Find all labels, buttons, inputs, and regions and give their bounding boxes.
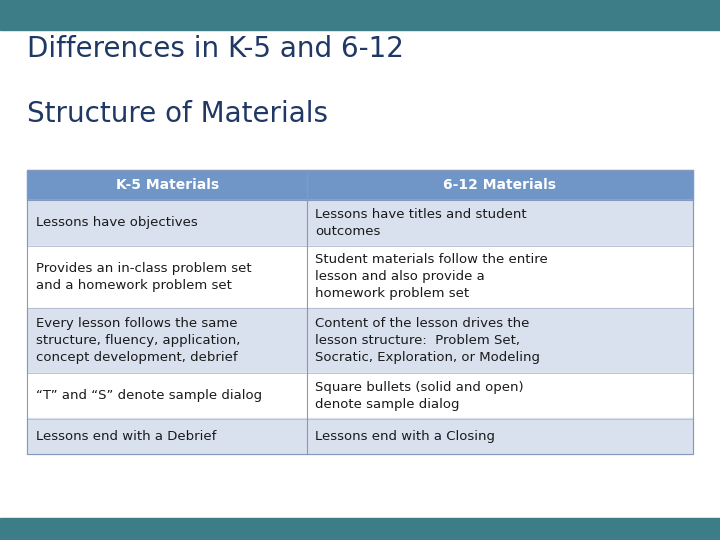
Bar [27, 200, 693, 246]
Text: Square bullets (solid and open)
denote sample dialog: Square bullets (solid and open) denote s… [315, 381, 524, 410]
Text: Structure of Materials: Structure of Materials [27, 100, 328, 128]
Text: Student materials follow the entire
lesson and also provide a
homework problem s: Student materials follow the entire less… [315, 253, 548, 300]
Text: 6-12 Materials: 6-12 Materials [444, 178, 557, 192]
Text: K-5 Materials: K-5 Materials [115, 178, 219, 192]
Text: Lessons have objectives: Lessons have objectives [36, 216, 198, 229]
Text: Lessons end with a Debrief: Lessons end with a Debrief [36, 429, 217, 443]
Bar [0, 0, 720, 30]
Text: Every lesson follows the same
structure, fluency, application,
concept developme: Every lesson follows the same structure,… [36, 316, 240, 364]
Text: “T” and “S” denote sample dialog: “T” and “S” denote sample dialog [36, 389, 262, 402]
Bar [0, 518, 720, 540]
Bar [27, 373, 693, 418]
Text: Provides an in-class problem set
and a homework problem set: Provides an in-class problem set and a h… [36, 262, 251, 292]
Bar [27, 418, 693, 454]
Text: Content of the lesson drives the
lesson structure:  Problem Set,
Socratic, Explo: Content of the lesson drives the lesson … [315, 316, 541, 364]
Bar [27, 246, 693, 308]
Text: Differences in K-5 and 6-12: Differences in K-5 and 6-12 [27, 35, 404, 63]
Bar [27, 170, 693, 200]
Text: Lessons end with a Closing: Lessons end with a Closing [315, 429, 495, 443]
Bar [27, 170, 693, 454]
Text: Lessons have titles and student
outcomes: Lessons have titles and student outcomes [315, 208, 527, 238]
Bar [27, 308, 693, 373]
